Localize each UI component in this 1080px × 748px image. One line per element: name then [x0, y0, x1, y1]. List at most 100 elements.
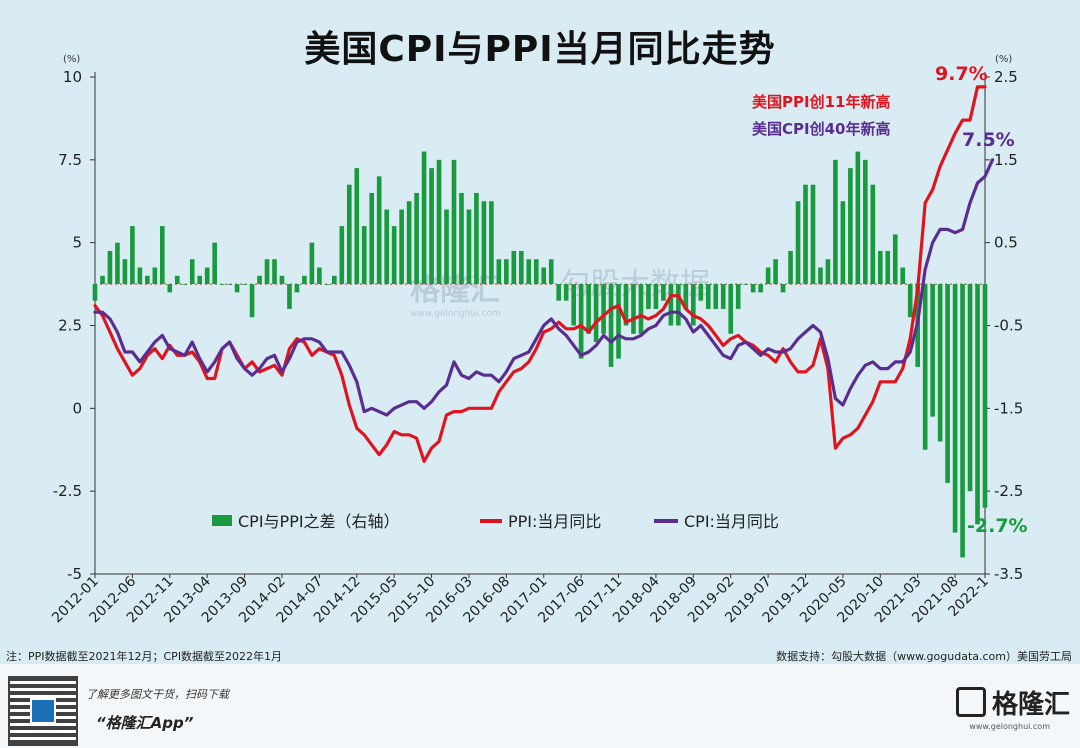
- diff-bar: [92, 284, 98, 301]
- left-axis-tick-label: -2.5: [53, 482, 82, 500]
- diff-bar: [705, 284, 711, 309]
- diff-bar: [182, 284, 188, 285]
- diff-bar: [668, 284, 674, 326]
- diff-bar: [533, 259, 539, 285]
- diff-bar: [429, 168, 434, 285]
- right-axis-tick-label: -1.5: [994, 399, 1023, 417]
- diff-bar: [698, 284, 704, 301]
- legend-ppi-label: PPI:当月同比: [508, 512, 601, 531]
- diff-bar: [885, 250, 891, 285]
- footer-bar: [0, 664, 1080, 748]
- diff-bar: [960, 284, 965, 558]
- diff-bar: [504, 259, 509, 285]
- diff-bar: [369, 192, 375, 285]
- diff-bar: [586, 284, 591, 334]
- diff-bar: [653, 284, 659, 309]
- right-axis-tick-label: 1.5: [994, 151, 1018, 169]
- diff-bar: [234, 284, 240, 293]
- diff-bar: [309, 242, 315, 285]
- diff-bar: [526, 259, 532, 285]
- diff-bar: [346, 184, 352, 285]
- diff-bar: [257, 275, 262, 285]
- left-axis-tick-label: 5: [72, 234, 82, 252]
- right-axis-tick-label: -2.5: [994, 482, 1023, 500]
- diff-end-label: -2.7%: [967, 515, 1028, 537]
- diff-bar: [332, 275, 337, 285]
- diff-bar: [518, 250, 524, 285]
- diff-bar: [122, 259, 128, 285]
- diff-bar: [414, 192, 419, 285]
- legend-cpi-label: CPI:当月同比: [684, 512, 779, 531]
- diff-bar: [406, 201, 412, 285]
- data-source: 数据支持：勾股大数据（www.gogudata.com）美国劳工局: [776, 650, 1072, 663]
- left-axis-tick-label: 0: [72, 399, 82, 417]
- qr-code-icon[interactable]: [8, 676, 78, 746]
- diff-bar: [361, 226, 367, 285]
- diff-bar: [646, 284, 651, 309]
- diff-bar: [152, 267, 158, 285]
- diff-bar: [174, 275, 180, 285]
- diff-bar: [758, 284, 763, 293]
- diff-bar: [137, 267, 143, 285]
- diff-bar: [556, 284, 562, 301]
- diff-bar: [204, 267, 210, 285]
- diff-bar: [571, 284, 576, 326]
- diff-bar: [294, 284, 300, 293]
- diff-bar: [115, 242, 120, 285]
- diff-bar: [399, 209, 404, 285]
- diff-bar: [631, 284, 636, 334]
- diff-bar: [937, 284, 943, 442]
- diff-bar: [818, 267, 823, 285]
- diff-bar: [474, 192, 479, 285]
- right-axis-tick-label: 0.5: [994, 234, 1018, 252]
- chart-title: 美国CPI与PPI当月同比走势: [304, 29, 776, 70]
- diff-bar: [421, 151, 427, 285]
- brand-logo: 格隆汇: [955, 684, 1070, 720]
- right-axis-tick-label: -0.5: [994, 317, 1023, 335]
- diff-bar: [892, 234, 898, 285]
- diff-bar: [676, 284, 681, 326]
- diff-bar: [249, 284, 255, 318]
- diff-bar: [855, 151, 861, 285]
- diff-bar: [900, 267, 906, 285]
- diff-bar: [167, 284, 173, 293]
- left-axis-unit: (%): [63, 54, 80, 65]
- diff-bar: [391, 226, 397, 285]
- diff-bar: [795, 201, 801, 285]
- diff-bar: [384, 209, 389, 285]
- diff-bar: [563, 284, 569, 301]
- right-axis-tick-label: 2.5: [994, 68, 1018, 86]
- diff-bar: [735, 284, 741, 309]
- right-axis-unit: (%): [995, 54, 1012, 65]
- diff-bar: [720, 284, 726, 309]
- diff-bar: [324, 284, 330, 285]
- diff-bar: [848, 168, 853, 285]
- diff-bar: [638, 284, 644, 334]
- diff-bar: [272, 259, 277, 285]
- diff-bar: [930, 284, 935, 417]
- left-axis-tick-label: -5: [67, 565, 82, 583]
- diff-bar: [728, 284, 734, 334]
- diff-bar: [833, 159, 838, 285]
- diff-bar: [466, 209, 472, 285]
- diff-bar: [922, 284, 928, 450]
- left-axis-tick-label: 7.5: [58, 151, 82, 169]
- diff-bar: [287, 284, 292, 309]
- diff-bar: [593, 284, 599, 343]
- left-axis-tick-label: 2.5: [58, 317, 82, 335]
- diff-bar: [548, 259, 554, 285]
- diff-bar: [451, 159, 457, 285]
- diff-bar: [100, 275, 105, 285]
- diff-bar: [436, 159, 442, 285]
- brand-url: www.gelonghui.com: [969, 722, 1050, 731]
- diff-bar: [691, 284, 696, 326]
- diff-bar: [907, 284, 913, 318]
- cpi-note: 美国CPI创40年新高: [752, 120, 890, 138]
- diff-bar: [212, 242, 217, 285]
- diff-bar: [661, 284, 666, 301]
- diff-bar: [130, 226, 135, 285]
- diff-bar: [159, 226, 165, 285]
- diff-bar: [870, 184, 876, 285]
- diff-bar: [765, 267, 771, 285]
